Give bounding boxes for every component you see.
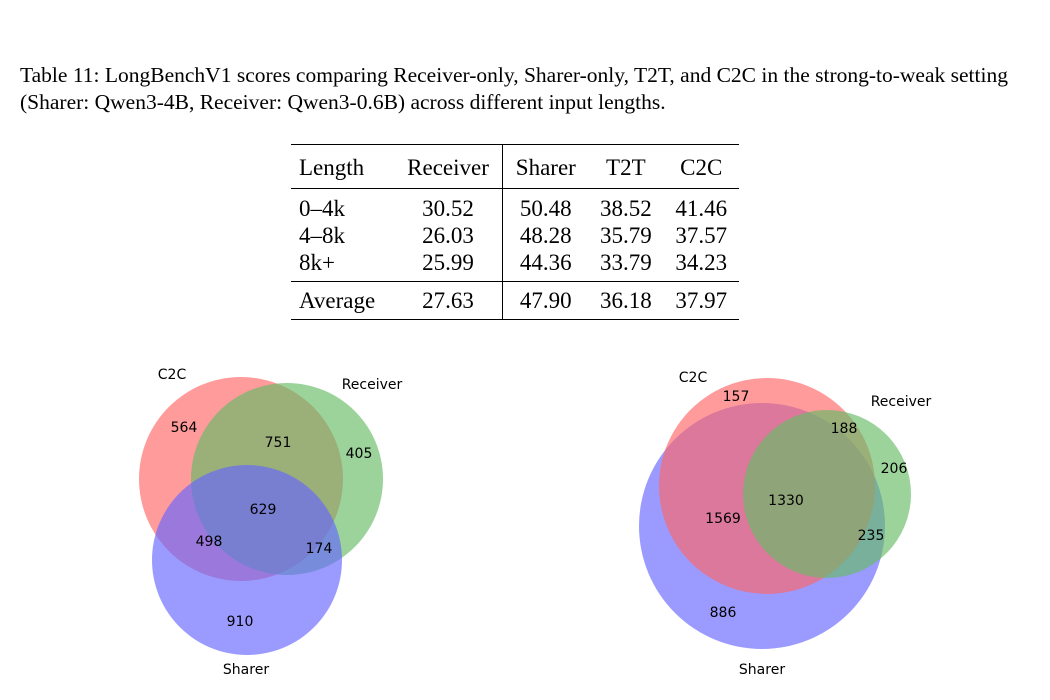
set-label-receiver: Receiver: [871, 394, 932, 410]
cell-t2t: 38.52: [599, 195, 652, 221]
header-t2t: T2T: [588, 144, 664, 189]
set-label-sharer: Sharer: [223, 662, 269, 678]
region-count-c2c-receiver: 751: [265, 435, 292, 451]
venn-circle-sharer: [152, 465, 342, 655]
region-count-receiver-sharer: 235: [858, 528, 885, 544]
cell-c2c: 34.23: [675, 249, 728, 275]
header-receiver: Receiver: [393, 144, 503, 189]
region-count-c2c-only: 157: [723, 389, 750, 405]
cell-length: Average: [291, 281, 394, 320]
cell-t2t: 36.18: [588, 281, 664, 320]
cell-receiver: 25.99: [422, 249, 474, 275]
region-count-all-three: 1330: [768, 493, 804, 509]
header-length: Length: [291, 144, 394, 189]
header-sharer: Sharer: [502, 144, 589, 189]
region-count-receiver-only: 206: [881, 461, 908, 477]
region-count-c2c-receiver: 188: [831, 421, 858, 437]
cell-sharer: 48.28: [502, 222, 589, 249]
cell-length: 0–4k: [299, 195, 345, 221]
table-row: 0–4k 30.52 50.48 38.52 41.46: [291, 188, 739, 222]
region-count-c2c-only: 564: [171, 420, 198, 436]
region-count-all-three: 629: [250, 502, 277, 518]
results-table: Length Receiver Sharer T2T C2C 0–4k 30.5…: [291, 144, 739, 320]
table-header-row: Length Receiver Sharer T2T C2C: [291, 144, 739, 189]
region-count-sharer-only: 886: [710, 605, 737, 621]
cell-length: 4–8k: [299, 222, 345, 248]
region-count-c2c-sharer: 498: [196, 534, 223, 550]
set-label-c2c: C2C: [158, 367, 187, 383]
cell-c2c: 41.46: [675, 195, 728, 221]
cell-receiver: 26.03: [422, 222, 474, 248]
table-average-row: Average 27.63 47.90 36.18 37.97: [291, 281, 739, 320]
table-row: 4–8k 26.03 48.28 35.79 37.57: [291, 222, 739, 249]
set-label-sharer: Sharer: [739, 662, 785, 678]
venn-circle-receiver: [743, 410, 911, 578]
cell-sharer: 47.90: [502, 281, 589, 320]
cell-c2c: 37.97: [663, 281, 739, 320]
venn-diagram-right: C2C Receiver Sharer 157 188 206 1330 156…: [639, 370, 932, 678]
table-row: 8k+ 25.99 44.36 33.79 34.23: [291, 249, 739, 282]
cell-length: 8k+: [299, 249, 335, 275]
header-c2c: C2C: [663, 144, 739, 189]
cell-sharer: 44.36: [502, 249, 589, 282]
venn-diagram-left: C2C Receiver Sharer 564 751 405 629 498 …: [139, 367, 403, 678]
set-label-c2c: C2C: [679, 370, 708, 386]
region-count-receiver-sharer: 174: [306, 541, 333, 557]
region-count-c2c-sharer: 1569: [705, 511, 741, 527]
cell-sharer: 50.48: [502, 188, 589, 222]
cell-t2t: 33.79: [599, 249, 652, 275]
table-caption: Table 11: LongBenchV1 scores comparing R…: [20, 63, 1008, 114]
cell-t2t: 35.79: [599, 222, 652, 248]
set-label-receiver: Receiver: [342, 377, 403, 393]
region-count-sharer-only: 910: [227, 614, 254, 630]
cell-receiver: 27.63: [393, 281, 503, 320]
cell-c2c: 37.57: [675, 222, 728, 248]
cell-receiver: 30.52: [422, 195, 474, 221]
region-count-receiver-only: 405: [346, 446, 373, 462]
